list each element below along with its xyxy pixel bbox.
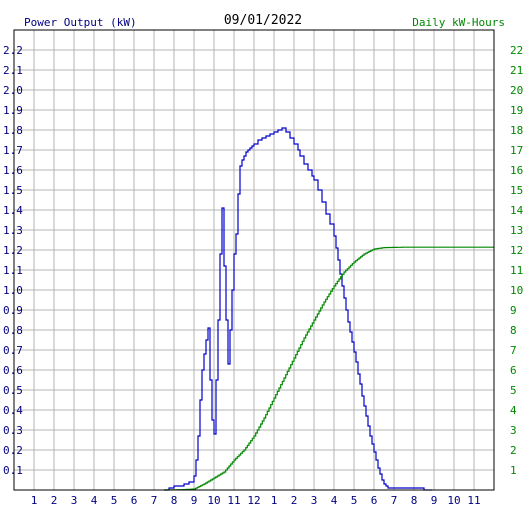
plot-frame bbox=[13, 29, 495, 491]
series-line-daily-kwh bbox=[164, 246, 494, 491]
y-left-tick-label: 1.9 bbox=[3, 104, 23, 117]
y-left-tick-label: 2.0 bbox=[3, 84, 23, 97]
y-right-tick-label: 17 bbox=[510, 144, 523, 157]
y-left-tick-label: 0.7 bbox=[3, 344, 23, 357]
y-right-tick-label: 10 bbox=[510, 284, 523, 297]
y-right-tick-label: 16 bbox=[510, 164, 523, 177]
right-axis-label: Daily kW-Hours bbox=[412, 16, 505, 29]
tick-labels: 0.1 0.2 0.3 0.4 0.5 0.6 0.7 0.8 0.9 1.0 1.1 1.2 1.3 1… bbox=[3, 44, 524, 507]
y-right-tick-label: 3 bbox=[510, 424, 517, 437]
x-tick-label: 2 bbox=[51, 494, 58, 507]
x-tick-label: 10 bbox=[447, 494, 460, 507]
y-right-tick-label: 15 bbox=[510, 184, 523, 197]
y-right-tick-label: 6 bbox=[510, 364, 517, 377]
y-left-tick-label: 0.9 bbox=[3, 304, 23, 317]
y-left-tick-label: 1.2 bbox=[3, 244, 23, 257]
y-right-tick-label: 19 bbox=[510, 104, 523, 117]
x-tick-label: 9 bbox=[191, 494, 198, 507]
left-axis-label: Power Output (kW) bbox=[24, 16, 137, 29]
y-right-tick-label: 1 bbox=[510, 464, 517, 477]
y-left-tick-label: 1.4 bbox=[3, 204, 23, 217]
x-tick-label: 10 bbox=[207, 494, 220, 507]
x-tick-label: 1 bbox=[271, 494, 278, 507]
y-left-tick-label: 1.0 bbox=[3, 284, 23, 297]
x-tick-label: 8 bbox=[411, 494, 418, 507]
y-right-tick-label: 13 bbox=[510, 224, 523, 237]
y-left-tick-label: 0.6 bbox=[3, 364, 23, 377]
y-right-tick-label: 22 bbox=[510, 44, 523, 57]
y-right-tick-label: 5 bbox=[510, 384, 517, 397]
y-left-tick-label: 0.2 bbox=[3, 444, 23, 457]
y-right-tick-label: 9 bbox=[510, 304, 517, 317]
x-tick-label: 5 bbox=[111, 494, 118, 507]
y-right-tick-label: 7 bbox=[510, 344, 517, 357]
x-tick-label: 12 bbox=[247, 494, 260, 507]
x-tick-label: 6 bbox=[371, 494, 378, 507]
y-right-tick-label: 12 bbox=[510, 244, 523, 257]
y-left-tick-label: 0.3 bbox=[3, 424, 23, 437]
x-tick-label: 1 bbox=[31, 494, 38, 507]
y-right-tick-label: 20 bbox=[510, 84, 523, 97]
series-line-power-output bbox=[164, 127, 432, 491]
y-left-tick-label: 1.1 bbox=[3, 264, 23, 277]
x-tick-label: 7 bbox=[391, 494, 398, 507]
y-right-tick-label: 21 bbox=[510, 64, 523, 77]
y-left-tick-label: 1.7 bbox=[3, 144, 23, 157]
x-tick-label: 9 bbox=[431, 494, 438, 507]
y-left-tick-label: 2.2 bbox=[3, 44, 23, 57]
y-left-tick-label: 0.8 bbox=[3, 324, 23, 337]
y-left-tick-label: 1.3 bbox=[3, 224, 23, 237]
y-right-tick-label: 14 bbox=[510, 204, 524, 217]
y-left-tick-label: 1.8 bbox=[3, 124, 23, 137]
x-tick-label: 7 bbox=[151, 494, 158, 507]
series-layer bbox=[164, 127, 494, 491]
x-tick-label: 4 bbox=[331, 494, 338, 507]
x-tick-label: 5 bbox=[351, 494, 358, 507]
y-right-tick-label: 11 bbox=[510, 264, 523, 277]
x-tick-label: 3 bbox=[71, 494, 78, 507]
x-tick-label: 8 bbox=[171, 494, 178, 507]
y-right-tick-label: 18 bbox=[510, 124, 523, 137]
chart-title: 09/01/2022 bbox=[224, 13, 302, 28]
x-tick-label: 11 bbox=[467, 494, 480, 507]
gridlines bbox=[14, 30, 494, 490]
y-left-tick-label: 1.5 bbox=[3, 184, 23, 197]
x-tick-label: 11 bbox=[227, 494, 240, 507]
y-right-tick-label: 2 bbox=[510, 444, 517, 457]
y-right-tick-label: 4 bbox=[510, 404, 517, 417]
y-right-tick-label: 8 bbox=[510, 324, 517, 337]
y-left-tick-label: 0.4 bbox=[3, 404, 23, 417]
y-left-tick-label: 0.1 bbox=[3, 464, 23, 477]
x-tick-label: 4 bbox=[91, 494, 98, 507]
y-left-tick-label: 0.5 bbox=[3, 384, 23, 397]
x-tick-label: 6 bbox=[131, 494, 138, 507]
x-tick-label: 3 bbox=[311, 494, 318, 507]
y-left-tick-label: 2.1 bbox=[3, 64, 23, 77]
x-tick-label: 2 bbox=[291, 494, 298, 507]
y-left-tick-label: 1.6 bbox=[3, 164, 23, 177]
